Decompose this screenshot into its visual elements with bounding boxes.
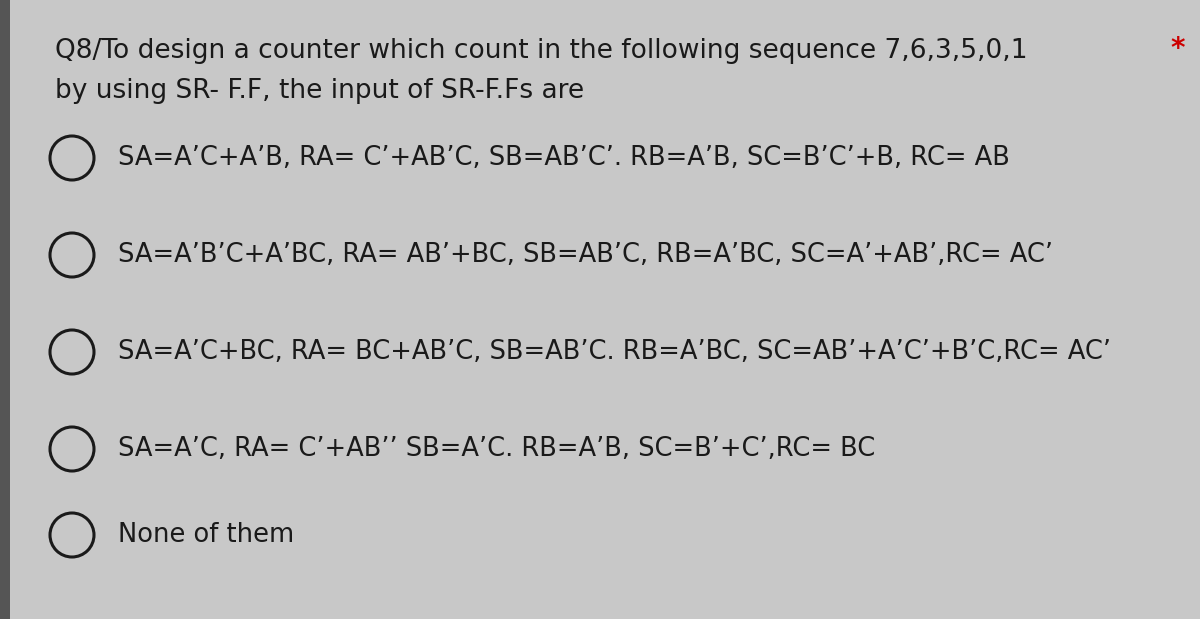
Text: by using SR- F.F, the input of SR-F.Fs are: by using SR- F.F, the input of SR-F.Fs a… [55,78,584,104]
Text: SA=A’C, RA= C’+AB’’ SB=A’C. RB=A’B, SC=B’+C’,RC= BC: SA=A’C, RA= C’+AB’’ SB=A’C. RB=A’B, SC=B… [118,436,875,462]
Text: SA=A’C+A’B, RA= C’+AB’C, SB=AB’C’. RB=A’B, SC=B’C’+B, RC= AB: SA=A’C+A’B, RA= C’+AB’C, SB=AB’C’. RB=A’… [118,145,1010,171]
Text: SA=A’B’C+A’BC, RA= AB’+BC, SB=AB’C, RB=A’BC, SC=A’+AB’,RC= AC’: SA=A’B’C+A’BC, RA= AB’+BC, SB=AB’C, RB=A… [118,242,1054,268]
Text: *: * [1170,35,1186,63]
Text: Q8/To design a counter which count in the following sequence 7,6,3,5,0,1: Q8/To design a counter which count in th… [55,38,1027,64]
Text: None of them: None of them [118,522,294,548]
Text: SA=A’C+BC, RA= BC+AB’C, SB=AB’C. RB=A’BC, SC=AB’+A’C’+B’C,RC= AC’: SA=A’C+BC, RA= BC+AB’C, SB=AB’C. RB=A’BC… [118,339,1111,365]
Bar [0,0,10,619]
